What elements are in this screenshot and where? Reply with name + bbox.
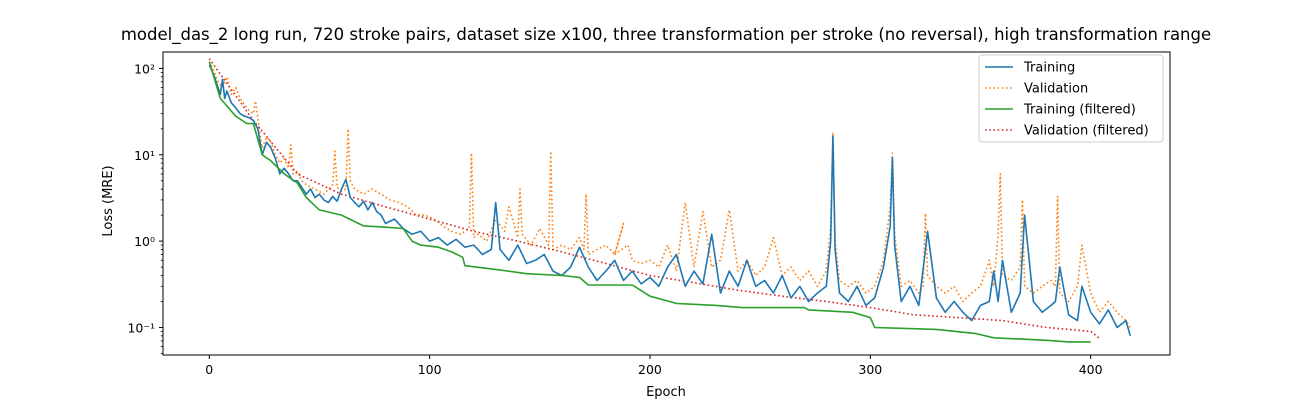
y-tick-label: 10⁻¹ (127, 320, 155, 335)
plot-frame (162, 51, 1171, 356)
legend-entry: Training (filtered) (1023, 103, 1136, 118)
x-axis-label: Epoch (646, 385, 686, 400)
series-line-training-filtered (208, 61, 1091, 343)
y-axis-label: Loss (MRE) (101, 165, 116, 236)
legend-frame (978, 54, 1164, 143)
series-layer (208, 58, 1132, 343)
x-tick-label: 200 (638, 362, 662, 377)
y-tick-label: 10² (134, 61, 155, 76)
legend-entry: Validation (1024, 82, 1088, 97)
axes-layer: 0 100 200 300 400 10⁻¹ 10⁰ 10¹ 10² (127, 51, 1171, 377)
x-tick-label: 100 (418, 362, 442, 377)
x-tick-label: 400 (1079, 362, 1103, 377)
chart-title: model_das_2 long run, 720 stroke pairs, … (121, 25, 1211, 45)
x-tick-label: 0 (205, 362, 213, 377)
y-tick-label: 10⁰ (134, 234, 155, 249)
y-tick-label: 10¹ (134, 148, 155, 163)
series-line-training (208, 64, 1132, 337)
legend: Training Validation Training (filtered) Val… (978, 54, 1164, 143)
legend-entry: Training (1023, 61, 1075, 76)
legend-entry: Validation (filtered) (1024, 124, 1149, 139)
x-tick-label: 300 (858, 362, 882, 377)
series-line-validation (208, 61, 1131, 328)
